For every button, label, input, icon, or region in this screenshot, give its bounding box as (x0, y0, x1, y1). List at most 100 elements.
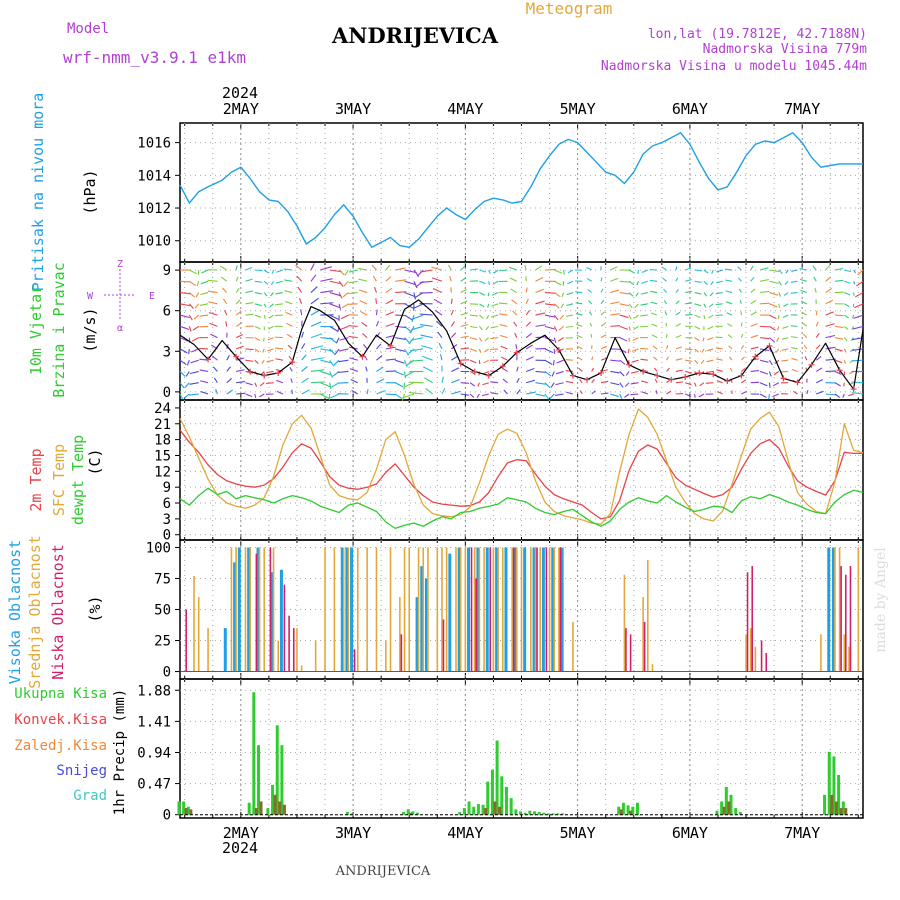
precip-bar-conv (493, 801, 497, 815)
wind-arrow (640, 380, 648, 384)
wind-arrow (493, 269, 499, 274)
precip-bar-conv (254, 808, 258, 815)
wind-arrow (750, 370, 760, 373)
wind-arrow (450, 309, 454, 316)
wind-arrow (834, 325, 844, 328)
wind-arrow (179, 337, 189, 342)
wind-arrow (245, 278, 253, 282)
wind-arrow (628, 326, 631, 331)
wind-arrow (631, 359, 639, 363)
wind-arrow (191, 348, 199, 353)
wind-arrow (675, 311, 681, 316)
wind-arrow (800, 289, 808, 294)
wind-arrow (245, 313, 254, 316)
wind-arrow (843, 314, 849, 319)
precip-bar-total (832, 756, 836, 815)
wind-arrow (842, 393, 845, 398)
wind-arrow (525, 298, 529, 305)
wind-calm-marker (738, 372, 745, 379)
wind-arrow (554, 269, 563, 274)
wind-calm-marker (569, 372, 576, 379)
wind-arrow (245, 370, 254, 374)
wind-arrow (631, 370, 639, 374)
wind-arrow (191, 337, 199, 342)
wind-arrow (685, 290, 693, 294)
precip-bar-conv (830, 794, 834, 815)
precip-bar-total (467, 801, 471, 815)
wind-arrow (485, 326, 490, 331)
wind-arrow (469, 393, 475, 398)
wind-arrow (329, 292, 341, 297)
wind-arrow (698, 393, 705, 398)
wind-arrow (460, 265, 466, 271)
pressure-series (179, 132, 863, 249)
wind-arrow (320, 370, 332, 376)
day-label: 6MAY (672, 824, 708, 842)
wind-arrow (610, 324, 621, 327)
precip-bar-total (528, 810, 532, 815)
wind-arrow (600, 345, 607, 350)
wind-arrow (245, 359, 254, 362)
wind-arrow (738, 288, 742, 293)
wind-arrow (450, 321, 456, 327)
wind-arrow (781, 359, 789, 362)
wind-arrow (275, 292, 284, 295)
wind-arrow (449, 275, 452, 282)
wind-arrow (834, 382, 841, 387)
wind-arrow (179, 393, 184, 400)
wind-arrow (825, 276, 832, 282)
wind-arrow (641, 280, 648, 284)
wind-arrow (685, 278, 692, 282)
temp-label-dewpt: dewpt Temp (69, 435, 87, 525)
wind-arrow (360, 311, 368, 316)
footer-station: ANDRIJEVICA (335, 864, 431, 879)
wind-arrow (588, 311, 593, 316)
wind-arrow (853, 314, 864, 319)
wind-arrow (815, 379, 824, 384)
wind-arrow (685, 348, 693, 351)
wind-arrow (834, 348, 843, 352)
wind-arrow (694, 371, 698, 376)
wind-arrow (802, 322, 808, 327)
wind-arrow (351, 389, 359, 395)
wind-arrow (739, 299, 742, 304)
day-labels-bottom: 2MAY 3MAY 4MAY 5MAY 6MAY 7MAY (223, 824, 820, 842)
wind-arrow (385, 358, 397, 361)
precip-bar-conv (282, 804, 286, 815)
precip-bar-total (350, 813, 354, 815)
wind-arrow (276, 379, 284, 384)
wind-arrow (199, 314, 209, 317)
wind-arrow (376, 343, 382, 350)
wind-arrow (803, 344, 808, 350)
wind-arrow (666, 367, 670, 372)
wind-arrow (469, 348, 477, 352)
wind-arrow (544, 325, 555, 330)
wind-arrow (717, 391, 723, 395)
wind-arrow (441, 387, 446, 395)
wind-arrow (394, 382, 404, 388)
wind-arrow (707, 325, 714, 330)
wind-arrow (768, 382, 771, 388)
wind-arrow (560, 303, 565, 309)
model-label: Model (67, 21, 109, 37)
wind-calm-marker (485, 372, 492, 379)
wind-arrow (236, 380, 246, 384)
wind-arrow (782, 325, 789, 329)
wind-arrow (245, 393, 253, 398)
wind-arrow (235, 345, 244, 350)
wind-arrow (591, 367, 595, 372)
wind-arrow (179, 280, 191, 283)
wind-arrow (790, 336, 798, 339)
wind-arrow (565, 314, 574, 317)
wind-arrow (329, 325, 339, 332)
temp-label-sfc: SFC Temp (50, 444, 68, 516)
wind-arrow (544, 393, 550, 400)
wind-arrow (348, 280, 358, 284)
wind-arrow (815, 344, 821, 350)
wind-arrow (663, 288, 667, 293)
wind-arrow (854, 303, 864, 309)
wind-arrow (372, 275, 377, 282)
wind-arrow (482, 370, 489, 375)
wind-arrow (188, 326, 192, 332)
wind-arrow (567, 269, 574, 274)
